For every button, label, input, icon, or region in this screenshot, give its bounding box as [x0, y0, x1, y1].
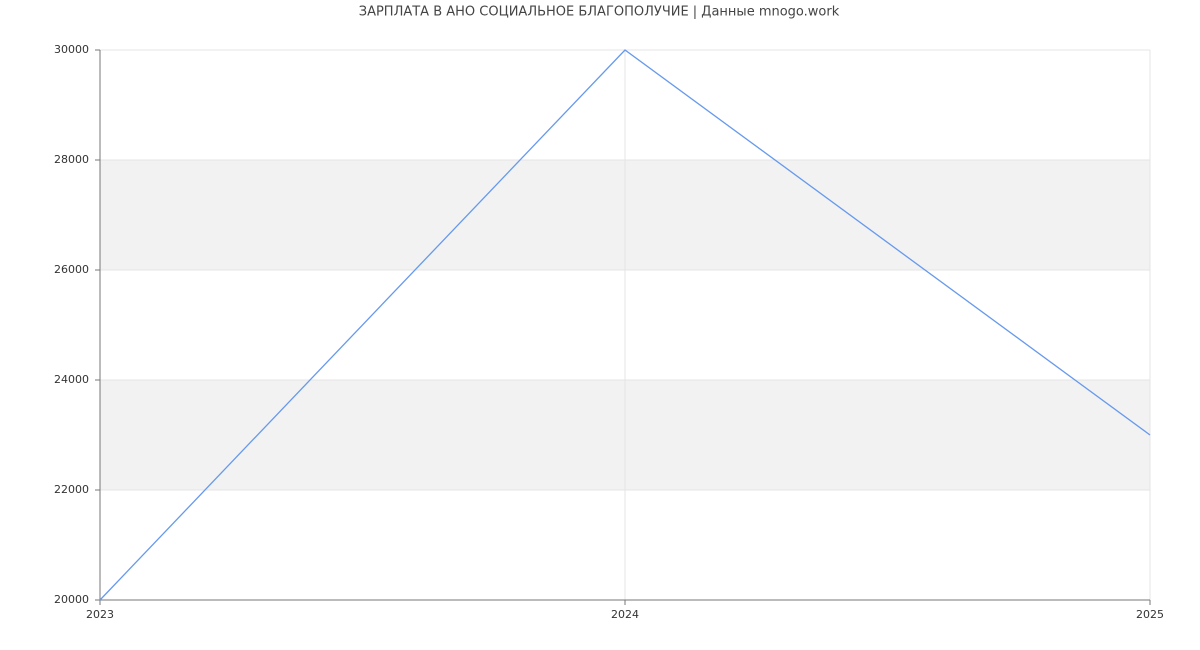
- y-tick-label: 24000: [54, 373, 89, 386]
- data-line: [99, 49, 1151, 601]
- y-tick-label: 30000: [54, 43, 89, 56]
- y-tick-label: 22000: [54, 483, 89, 496]
- y-tick-label: 28000: [54, 153, 89, 166]
- y-tick-label: 20000: [54, 593, 89, 606]
- chart-title: ЗАРПЛАТА В АНО СОЦИАЛЬНОЕ БЛАГОПОЛУЧИЕ |…: [359, 5, 840, 20]
- x-tick-label: 2023: [86, 608, 114, 621]
- x-tick-label: 2025: [1136, 608, 1164, 621]
- y-tick-label: 26000: [54, 263, 89, 276]
- x-tick-label: 2024: [611, 608, 639, 621]
